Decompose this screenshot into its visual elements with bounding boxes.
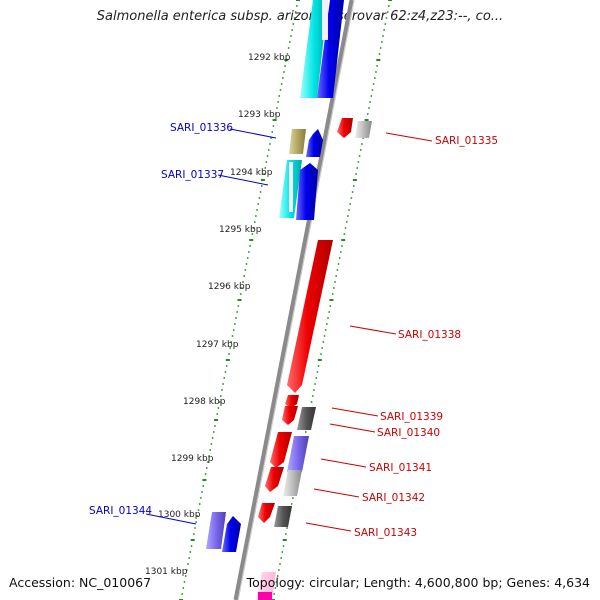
reverse-genes	[256, 118, 372, 600]
tick-label: 1298 kbp	[183, 397, 226, 407]
tick-label: 1300 kbp	[158, 510, 201, 520]
gene-sari-01344[interactable]	[206, 512, 226, 549]
gene-sari-01337-white	[289, 162, 293, 212]
gene-sari-01341[interactable]	[270, 432, 292, 468]
gene-blue-arrow-1336[interactable]	[306, 129, 323, 157]
gene-block-cyan-top[interactable]	[300, 0, 328, 98]
backbone-highlight	[237, 0, 355, 600]
leader-line	[305, 522, 352, 532]
tick-label: 1293 kbp	[238, 110, 281, 120]
gene-gray-01342[interactable]	[283, 470, 302, 496]
gene-blue-1344[interactable]	[222, 516, 241, 552]
gene-block-white-top	[322, 0, 328, 40]
gene-label-sari-01337[interactable]: SARI_01337	[161, 169, 224, 181]
tick-label: 1299 kbp	[171, 454, 214, 464]
leader-line	[320, 458, 367, 468]
gene-label-sari-01336[interactable]: SARI_01336	[170, 122, 233, 134]
tick-label: 1297 kbp	[196, 340, 239, 350]
reverse-gene-labels: SARI_01335 SARI_01338 SARI_01339 SARI_01…	[305, 132, 498, 539]
gene-magenta-bottom[interactable]	[258, 592, 272, 600]
gene-dark-01343[interactable]	[274, 506, 292, 527]
gene-purple-01341[interactable]	[287, 436, 309, 472]
leader-line	[349, 325, 397, 335]
forward-genes	[206, 0, 344, 552]
gene-sari-01336[interactable]	[289, 129, 306, 154]
gene-label-sari-01339[interactable]: SARI_01339	[380, 411, 443, 423]
gene-blue-1337[interactable]	[296, 163, 318, 220]
leader-line	[217, 174, 269, 186]
gene-gray-01335[interactable]	[355, 121, 372, 138]
topology-info: Topology: circular; Length: 4,600,800 bp…	[246, 575, 590, 590]
gene-label-sari-01335[interactable]: SARI_01335	[435, 135, 498, 147]
gene-sari-01338[interactable]	[287, 240, 333, 393]
tick-label: 1292 kbp	[248, 53, 291, 63]
ruler-left	[179, 0, 300, 600]
gene-label-sari-01344[interactable]: SARI_01344	[89, 505, 152, 517]
gene-label-sari-01343[interactable]: SARI_01343	[354, 527, 417, 539]
gene-label-sari-01341[interactable]: SARI_01341	[369, 462, 432, 474]
gene-sari-01339b[interactable]	[282, 406, 298, 425]
gene-block-blue-top[interactable]	[317, 0, 344, 98]
gene-sari-01339[interactable]	[285, 395, 299, 408]
ruler-tick-labels: 1292 kbp 1293 kbp 1294 kbp 1295 kbp 1296…	[145, 53, 291, 577]
tick-label: 1294 kbp	[230, 168, 273, 178]
leader-line	[331, 407, 379, 417]
leader-line	[385, 132, 433, 142]
accession-info: Accession: NC_010067	[9, 575, 152, 590]
leader-line	[313, 488, 360, 498]
gene-label-sari-01338[interactable]: SARI_01338	[398, 329, 461, 341]
gene-sari-01335[interactable]	[337, 118, 353, 138]
tick-label: 1295 kbp	[219, 225, 262, 235]
gene-sari-01342[interactable]	[265, 467, 284, 492]
genome-title: Salmonella enterica subsp. arizonae sero…	[96, 9, 504, 24]
gene-sari-01340[interactable]	[297, 407, 316, 430]
gene-label-sari-01340[interactable]: SARI_01340	[377, 427, 440, 439]
genome-backbone	[233, 0, 355, 600]
gene-label-sari-01342[interactable]: SARI_01342	[362, 492, 425, 504]
leader-line	[229, 128, 277, 139]
leader-line	[329, 423, 376, 433]
leader-line	[145, 513, 197, 525]
gene-sari-01343[interactable]	[258, 503, 275, 523]
forward-gene-labels: SARI_01336 SARI_01337 SARI_01344	[89, 122, 277, 525]
tick-label: 1296 kbp	[208, 282, 251, 292]
tick-label: 1301 kbp	[145, 567, 188, 577]
